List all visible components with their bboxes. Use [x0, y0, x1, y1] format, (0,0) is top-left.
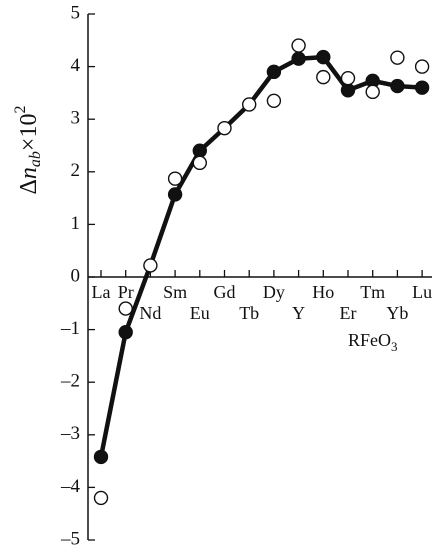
open-marker: [192, 155, 208, 171]
y-axis-label: Δnab×102: [12, 106, 44, 195]
open-marker: [266, 93, 282, 108]
open-marker: [118, 301, 133, 316]
y-tick-label: 0: [71, 265, 81, 286]
x-tick-label: La: [92, 282, 111, 302]
y-tick-label: 4: [71, 55, 81, 76]
y-tick-label: –1: [60, 318, 80, 339]
open-marker: [217, 120, 232, 136]
x-tick-label: Eu: [190, 303, 210, 323]
x-tick-label: Ho: [312, 282, 334, 302]
open-marker: [390, 50, 405, 65]
open-marker: [241, 97, 257, 112]
filled-marker: [93, 449, 109, 465]
x-tick-label: Gd: [214, 282, 236, 302]
open-marker: [340, 70, 356, 86]
y-tick-label: 5: [71, 2, 81, 23]
open-marker: [143, 258, 158, 273]
open-marker: [316, 69, 331, 85]
x-tick-label: Lu: [412, 282, 432, 302]
line: [98, 54, 423, 458]
x-tick-label: Y: [292, 303, 305, 323]
open-marker: [291, 38, 306, 53]
filled-marker: [266, 64, 282, 80]
x-tick-label: Yb: [386, 303, 408, 323]
open-marker: [167, 171, 183, 186]
filled-marker: [414, 80, 430, 95]
x-tick-label: Er: [340, 303, 357, 323]
filled-marker: [340, 83, 356, 98]
x-tick-label: Pr: [118, 282, 134, 302]
y-tick-label: –3: [60, 423, 80, 444]
filled-marker: [167, 187, 183, 202]
open-marker: [365, 84, 380, 100]
y-tick-label: 3: [71, 108, 81, 129]
y-tick-label: 2: [71, 160, 81, 181]
x-tick-label: Dy: [263, 282, 285, 302]
annotation: RFeO3: [348, 330, 398, 354]
filled-marker: [192, 143, 208, 158]
y-tick-label: –4: [60, 476, 81, 497]
x-tick-label: Sm: [163, 282, 187, 302]
filled-marker: [118, 325, 133, 340]
filled-marker: [316, 49, 331, 65]
filled-marker: [390, 78, 405, 94]
y-tick-label: 1: [71, 213, 81, 234]
x-tick-label: Tb: [239, 303, 259, 323]
open-marker: [414, 59, 430, 74]
x-tick-label: Tm: [360, 282, 385, 302]
y-tick-label: –2: [60, 371, 80, 392]
filled-marker: [291, 51, 306, 66]
x-tick-label: Nd: [139, 303, 161, 323]
open-marker: [93, 490, 109, 506]
y-tick-label: –5: [60, 528, 80, 549]
